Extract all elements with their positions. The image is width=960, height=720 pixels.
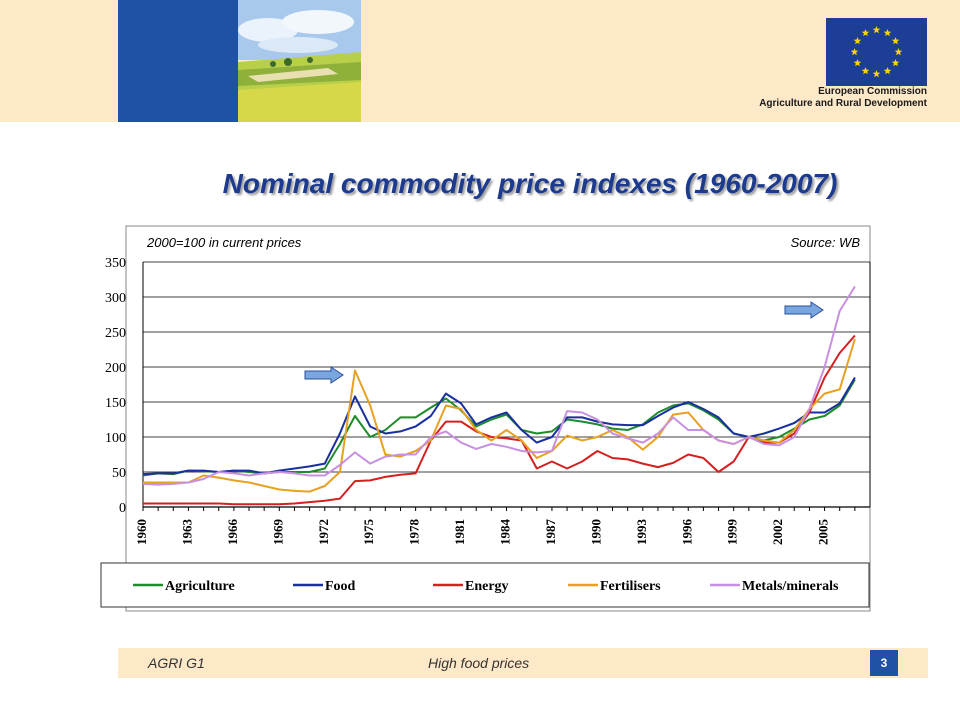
legend: Agriculture Food Energy Fertilisers Metals/m… bbox=[133, 579, 839, 594]
y-tick-label: 200 bbox=[105, 361, 126, 376]
eu-star-icon bbox=[883, 28, 892, 37]
x-tick-label: 1993 bbox=[634, 519, 649, 546]
grid-lines bbox=[142, 261, 871, 511]
eu-star-icon bbox=[872, 26, 881, 34]
footer-left-label: AGRI G1 bbox=[148, 655, 205, 671]
arrow-right-icon bbox=[304, 366, 344, 384]
page-number: 3 bbox=[870, 650, 898, 676]
x-tick-label: 2005 bbox=[816, 519, 831, 546]
y-tick-label: 300 bbox=[105, 291, 126, 306]
x-tick-label: 1987 bbox=[543, 519, 558, 546]
eu-star-icon bbox=[861, 28, 870, 37]
chart-subtitle: 2000=100 in current prices bbox=[146, 235, 302, 250]
y-tick-label: 50 bbox=[112, 466, 126, 481]
x-tick-label: 1978 bbox=[407, 519, 422, 546]
x-tick-label: 1963 bbox=[179, 519, 194, 546]
landscape-photo bbox=[238, 0, 361, 122]
header-blue-block bbox=[118, 0, 238, 122]
legend-label: Fertilisers bbox=[600, 579, 661, 594]
slide-title: Nominal commodity price indexes (1960-20… bbox=[222, 168, 838, 199]
y-tick-labels: 0 50 100 150 200 250 300 350 bbox=[105, 256, 126, 516]
footer-band: AGRI G1 High food prices 3 bbox=[118, 648, 928, 678]
y-tick-label: 350 bbox=[105, 256, 126, 271]
x-tick-label: 1996 bbox=[679, 519, 694, 546]
x-tick-label: 1960 bbox=[134, 519, 149, 545]
arrow-right-icon bbox=[784, 301, 824, 319]
eu-star-icon bbox=[891, 37, 900, 45]
legend-label: Metals/minerals bbox=[742, 579, 839, 594]
annotation-arrows bbox=[304, 301, 824, 384]
legend-box bbox=[100, 562, 870, 608]
legend-label: Energy bbox=[465, 579, 509, 594]
header-band: European Commission Agriculture and Rura… bbox=[0, 0, 960, 122]
x-tick-label: 1984 bbox=[498, 519, 513, 546]
eu-star-icon bbox=[861, 67, 870, 75]
legend-label: Food bbox=[325, 579, 356, 594]
chart-outer-frame bbox=[125, 225, 871, 612]
y-tick-label: 250 bbox=[105, 326, 126, 341]
org-line-1: European Commission bbox=[818, 86, 927, 97]
x-tick-label: 1975 bbox=[361, 519, 376, 546]
x-tick-label: 1969 bbox=[270, 519, 285, 546]
eu-star-icon bbox=[853, 37, 862, 45]
eu-star-icon bbox=[883, 67, 892, 75]
y-tick-label: 150 bbox=[105, 396, 126, 411]
eu-star-icon bbox=[850, 48, 859, 56]
footer-topic-label: High food prices bbox=[428, 655, 530, 671]
eu-star-icon bbox=[872, 70, 881, 78]
series-line-metals-minerals bbox=[142, 285, 856, 486]
x-tick-label: 1972 bbox=[316, 519, 331, 545]
legend-label: Agriculture bbox=[165, 579, 235, 594]
eu-star-icon bbox=[853, 59, 862, 67]
chart-source: Source: WB bbox=[791, 235, 861, 250]
eu-star-icon bbox=[894, 48, 903, 56]
y-tick-label: 0 bbox=[119, 501, 126, 516]
eu-flag-logo bbox=[826, 18, 927, 86]
x-tick-label: 1981 bbox=[452, 519, 467, 545]
x-tick-label: 2002 bbox=[770, 519, 785, 545]
x-tick-label: 1990 bbox=[588, 519, 603, 545]
x-tick-labels: 1960 1963 1966 1969 1972 1975 1978 1981 1984 1987… bbox=[134, 519, 831, 546]
eu-star-icon bbox=[891, 59, 900, 67]
org-line-2: Agriculture and Rural Development bbox=[759, 98, 927, 109]
y-tick-label: 100 bbox=[105, 431, 126, 446]
series-line-energy bbox=[143, 334, 856, 506]
x-tick-label: 1966 bbox=[225, 519, 240, 546]
x-tick-label: 1999 bbox=[725, 519, 740, 546]
organization-name: European Commission Agriculture and Rura… bbox=[700, 86, 927, 110]
series-lines bbox=[142, 285, 856, 506]
